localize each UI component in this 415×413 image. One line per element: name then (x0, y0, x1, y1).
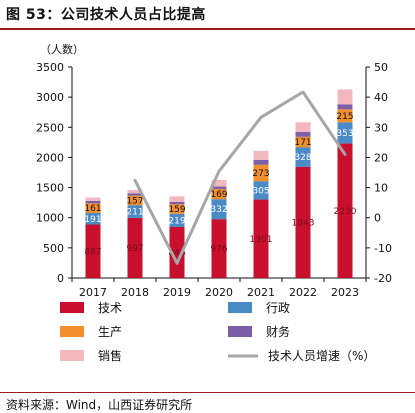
bar-segment-技术 (211, 219, 227, 278)
bar-data-label: 191 (84, 215, 101, 225)
legend-label: 销售 (98, 348, 122, 363)
stacked-bar-chart: （人数） 0 500 1000 1500 2000 2500 3000 3500 -20 -10 0 1… (36, 43, 392, 363)
bar-segment-行政 (295, 147, 311, 167)
bar-segment-技术 (169, 226, 185, 278)
bar-segment-技术 (295, 166, 311, 278)
bar-data-label: 305 (252, 186, 269, 196)
bar-segment-生产 (127, 195, 143, 206)
bar-data-label: 159 (168, 205, 185, 215)
bar-segment-行政 (211, 199, 227, 220)
right-tick-label: 40 (374, 91, 388, 104)
left-tick-label: 0 (57, 272, 64, 285)
bar-segment-销售 (211, 179, 227, 187)
bar-data-label: 1843 (292, 218, 315, 228)
bar-segment-行政 (127, 205, 143, 218)
right-tick-label: 30 (374, 121, 388, 134)
bar-data-label: 171 (294, 138, 311, 148)
bar-segment-生产 (295, 136, 311, 148)
growth-rate-line (133, 90, 347, 265)
bar-segment-技术 (85, 224, 101, 278)
legend-swatch-财务 (228, 326, 252, 337)
bar-segment-销售 (85, 197, 101, 201)
bar-segment-生产 (253, 164, 269, 182)
bar-segment-财务 (85, 200, 101, 204)
figure-title: 图 53：公司技术人员占比提高 (6, 7, 206, 23)
legend-swatch-技术 (60, 302, 84, 313)
bar-segment-财务 (253, 159, 269, 165)
left-tick-label: 3000 (36, 91, 64, 104)
x-tick-label: 2020 (205, 286, 233, 299)
left-tick-label: 500 (43, 242, 64, 255)
bar-segment-销售 (253, 150, 269, 160)
right-tick-label: 50 (374, 61, 388, 74)
left-tick-label: 2500 (36, 121, 64, 134)
bar-data-label: 846 (168, 248, 185, 258)
right-tick-label: 0 (374, 212, 381, 225)
bar-data-label: 169 (210, 190, 227, 200)
legend-swatch-销售 (60, 350, 84, 361)
legend-label: 技术 (98, 301, 122, 315)
bar-data-label: 328 (294, 153, 311, 163)
x-tick-label: 2023 (331, 286, 359, 299)
bar-segment-行政 (169, 213, 185, 227)
legend-swatch-行政 (228, 302, 252, 313)
x-tick-label: 2021 (247, 286, 275, 299)
bar-segment-销售 (337, 89, 353, 105)
x-tick-label: 2018 (121, 286, 149, 299)
right-tick-label: -10 (374, 242, 392, 255)
bar-segment-行政 (253, 181, 269, 200)
bar-data-label: 1301 (250, 235, 273, 245)
bar-segment-生产 (169, 204, 185, 214)
bar-segment-财务 (169, 201, 185, 205)
bar-segment-技术 (253, 199, 269, 278)
bar-segment-销售 (295, 122, 311, 132)
legend-label: 行政 (266, 301, 290, 315)
bar-data-label: 887 (84, 247, 101, 257)
legend-swatch-生产 (60, 326, 84, 337)
bar-segment-技术 (337, 143, 353, 278)
bar-data-label: 976 (210, 245, 227, 255)
y-axis-unit-label: （人数） (40, 43, 84, 56)
bar-data-label: 161 (84, 204, 101, 214)
bar-segment-技术 (127, 217, 143, 278)
left-tick-label: 2000 (36, 151, 64, 164)
left-tick-label: 3500 (36, 61, 64, 74)
legend-label: 生产 (98, 325, 122, 339)
bar-data-label: 2230 (334, 207, 357, 217)
right-tick-label: -20 (374, 272, 392, 285)
bar-data-label: 211 (126, 208, 143, 218)
bar-segment-销售 (127, 189, 143, 194)
bar-segment-生产 (337, 109, 353, 123)
x-tick-label: 2019 (163, 286, 191, 299)
bar-data-label: 157 (126, 196, 143, 206)
bar-data-label: 219 (168, 216, 185, 226)
legend-label: 技术人员增速（%） (268, 349, 375, 363)
bar-segment-财务 (211, 186, 227, 189)
left-tick-label: 1000 (36, 212, 64, 225)
source-divider (0, 392, 415, 393)
bar-segment-销售 (169, 196, 185, 202)
bar-data-label: 997 (126, 244, 143, 254)
right-tick-label: 20 (374, 151, 388, 164)
bar-segment-财务 (295, 131, 311, 137)
bar-data-label: 273 (252, 169, 269, 179)
bar-segment-行政 (337, 122, 353, 144)
bar-data-label: 215 (336, 112, 353, 122)
bar-segment-财务 (337, 104, 353, 110)
x-tick-label: 2022 (289, 286, 317, 299)
x-tick-label: 2017 (79, 286, 107, 299)
left-tick-label: 1500 (36, 182, 64, 195)
bar-segment-财务 (127, 193, 143, 196)
bar-segment-生产 (211, 188, 227, 200)
bar-data-label: 332 (210, 205, 227, 215)
title-divider (0, 28, 415, 30)
right-tick-label: 10 (374, 182, 388, 195)
legend-label: 财务 (266, 324, 290, 339)
bar-segment-行政 (85, 213, 101, 225)
bar-segment-生产 (85, 203, 101, 214)
bar-data-label: 353 (336, 129, 353, 139)
source-note: 资料来源：Wind，山西证券研究所 (6, 398, 193, 412)
